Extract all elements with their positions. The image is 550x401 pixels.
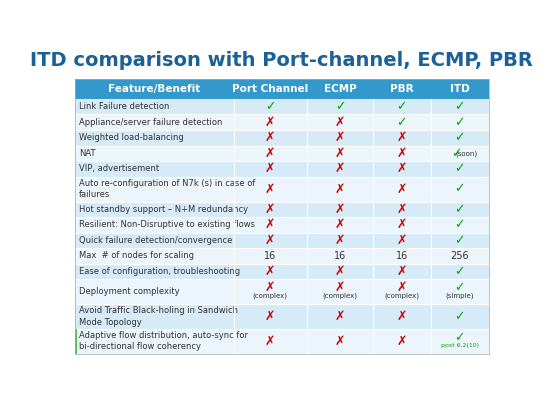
Text: ✓: ✓ [454, 162, 465, 175]
Text: PBR: PBR [390, 84, 414, 94]
Text: ITD comparison with Port-channel, ECMP, PBR: ITD comparison with Port-channel, ECMP, … [30, 51, 534, 70]
Text: ✗: ✗ [265, 265, 276, 278]
Text: ✓: ✓ [334, 100, 345, 113]
Text: ✗: ✗ [397, 147, 407, 160]
Text: ITD: ITD [450, 84, 470, 94]
Text: ✓: ✓ [454, 310, 465, 323]
Bar [75, 248, 489, 264]
Bar [75, 161, 489, 177]
Text: ✗: ✗ [397, 162, 407, 175]
Text: (complex): (complex) [322, 292, 358, 299]
Text: ✓: ✓ [454, 131, 465, 144]
Text: ✓: ✓ [397, 116, 407, 129]
Text: ✗: ✗ [334, 265, 345, 278]
Bar [75, 146, 489, 161]
Text: Adaptive flow distribution, auto-sync for
bi-directional flow coherency: Adaptive flow distribution, auto-sync fo… [79, 331, 248, 351]
Text: ✗: ✗ [397, 131, 407, 144]
Text: ✗: ✗ [265, 218, 276, 231]
Text: Feature/Benefit: Feature/Benefit [108, 84, 200, 94]
Text: ✓: ✓ [454, 331, 465, 344]
Text: ✗: ✗ [265, 203, 276, 216]
Text: Avoid Traffic Black-holing in Sandwich
Mode Topology: Avoid Traffic Black-holing in Sandwich M… [79, 306, 238, 326]
Bar [75, 279, 489, 304]
Text: ✓: ✓ [454, 281, 465, 294]
Text: ✗: ✗ [265, 147, 276, 160]
Text: ✓: ✓ [454, 234, 465, 247]
Bar [75, 264, 489, 279]
Text: ✓: ✓ [265, 100, 276, 113]
Text: Deployment complexity: Deployment complexity [79, 287, 179, 296]
Text: Appliance/server failure detection: Appliance/server failure detection [79, 118, 222, 127]
Text: ✗: ✗ [265, 234, 276, 247]
Text: (soon): (soon) [455, 150, 477, 156]
Bar [75, 202, 489, 217]
Text: ✗: ✗ [265, 281, 276, 294]
Text: NAT: NAT [79, 149, 95, 158]
Text: (complex): (complex) [384, 292, 419, 299]
Text: ✗: ✗ [334, 147, 345, 160]
Text: ✗: ✗ [334, 335, 345, 348]
Text: post 6.2(10): post 6.2(10) [441, 343, 479, 348]
Bar [75, 329, 77, 354]
Text: ✗: ✗ [334, 131, 345, 144]
Text: ✗: ✗ [265, 182, 276, 196]
Text: Link Failure detection: Link Failure detection [79, 102, 169, 111]
Bar [75, 79, 489, 99]
Text: 256: 256 [450, 251, 469, 261]
Text: ✗: ✗ [265, 131, 276, 144]
Text: ✗: ✗ [334, 281, 345, 294]
Text: 16: 16 [334, 251, 346, 261]
Text: 16: 16 [395, 251, 408, 261]
Bar [75, 233, 489, 248]
Text: Port Channel: Port Channel [232, 84, 309, 94]
Bar [75, 217, 489, 233]
Text: ✗: ✗ [334, 218, 345, 231]
Bar [75, 79, 489, 354]
Text: Weighted load-balancing: Weighted load-balancing [79, 133, 184, 142]
Text: Ease of configuration, troubleshooting: Ease of configuration, troubleshooting [79, 267, 240, 276]
Text: ✗: ✗ [334, 162, 345, 175]
Text: Auto re-configuration of N7k (s) in case of
failures: Auto re-configuration of N7k (s) in case… [79, 179, 255, 199]
Text: ✗: ✗ [397, 335, 407, 348]
Text: ✓: ✓ [454, 182, 465, 196]
Text: ✗: ✗ [397, 265, 407, 278]
Text: ✗: ✗ [265, 310, 276, 323]
Text: ✓: ✓ [454, 265, 465, 278]
Text: ✗: ✗ [397, 281, 407, 294]
Text: (simple): (simple) [446, 292, 474, 299]
Text: ✗: ✗ [265, 162, 276, 175]
Text: ✓: ✓ [397, 100, 407, 113]
Text: ✓: ✓ [454, 100, 465, 113]
Text: ✗: ✗ [334, 234, 345, 247]
Text: Quick failure detection/convergence: Quick failure detection/convergence [79, 236, 232, 245]
Text: ✗: ✗ [265, 116, 276, 129]
Bar [75, 304, 489, 329]
Text: Hot standby support – N+M redundancy: Hot standby support – N+M redundancy [79, 205, 248, 214]
Text: Max  # of nodes for scaling: Max # of nodes for scaling [79, 251, 194, 260]
Text: VIP, advertisement: VIP, advertisement [79, 164, 159, 173]
Text: (complex): (complex) [253, 292, 288, 299]
Text: ✓: ✓ [452, 147, 462, 160]
Text: ✗: ✗ [334, 310, 345, 323]
Text: ✗: ✗ [334, 116, 345, 129]
Text: ✓: ✓ [454, 116, 465, 129]
Text: ✗: ✗ [397, 310, 407, 323]
Bar [75, 130, 489, 146]
Text: ✗: ✗ [265, 335, 276, 348]
Text: ✗: ✗ [334, 203, 345, 216]
Text: ✗: ✗ [334, 182, 345, 196]
Text: ECMP: ECMP [323, 84, 356, 94]
Text: ✗: ✗ [397, 218, 407, 231]
Text: ✓: ✓ [454, 203, 465, 216]
Text: Resilient: Non-Disruptive to existing flows: Resilient: Non-Disruptive to existing fl… [79, 220, 255, 229]
Text: ✓: ✓ [454, 218, 465, 231]
Text: 16: 16 [264, 251, 277, 261]
Bar [75, 99, 489, 114]
Text: ✗: ✗ [397, 182, 407, 196]
Bar [75, 114, 489, 130]
Text: ✗: ✗ [397, 234, 407, 247]
Bar [75, 177, 489, 202]
Bar [75, 329, 489, 354]
Text: ✗: ✗ [397, 203, 407, 216]
